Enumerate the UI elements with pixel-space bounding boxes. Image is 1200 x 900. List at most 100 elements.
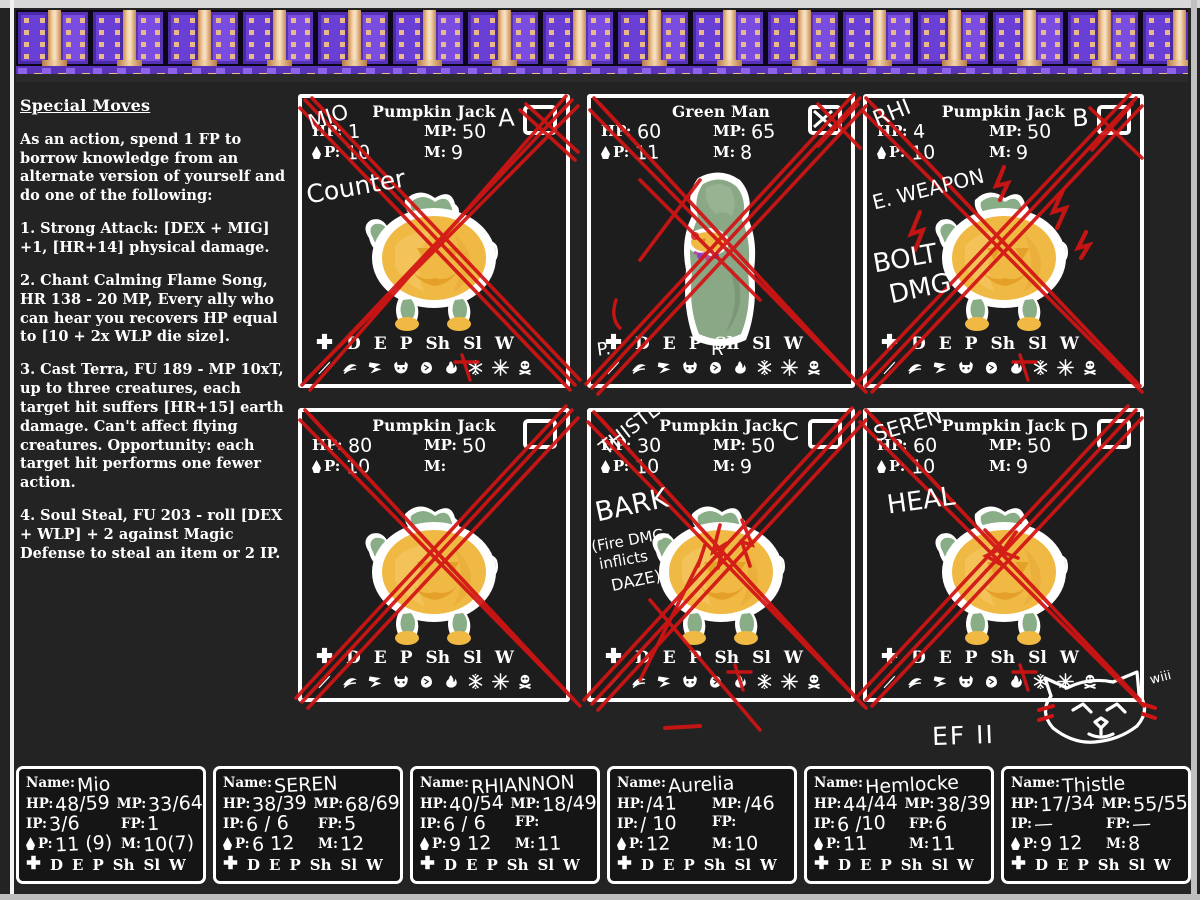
party-m-label: M:	[121, 836, 141, 853]
party-card[interactable]: Name: Hemlocke HP:44/44 MP:38/39 IP:6 /10…	[804, 766, 994, 884]
party-m-label: M:	[318, 836, 338, 853]
enemy-m-value: 9	[450, 141, 465, 165]
enemy-dp-label: P: 10	[601, 455, 713, 479]
bolt-lightning-icon	[367, 673, 384, 690]
party-ip-value: 6 /10	[836, 811, 887, 837]
status-poisoned-label: P	[683, 855, 695, 874]
status-shaken-label: Sh	[425, 648, 451, 668]
party-card[interactable]: Name: RHIANNON HP:40/54 MP:18/49 IP:6 / 6…	[410, 766, 600, 884]
status-dazed-label: D	[635, 648, 650, 668]
party-p-value: 9 12	[448, 831, 492, 857]
party-name-value: Aurelia	[667, 772, 735, 798]
enemy-letter: C	[781, 417, 800, 447]
page-edge-bottom	[0, 894, 1200, 900]
status-enraged-label: E	[269, 855, 281, 874]
enemy-card[interactable]: Pumpkin Jack HP: 80 MP: 50 P: 10 M:	[298, 408, 570, 702]
status-dazed-label: D	[911, 648, 926, 668]
heal-cross-icon	[420, 855, 435, 874]
ef2-doodle-label: EF II	[931, 719, 996, 752]
party-name-label: Name:	[420, 775, 469, 791]
party-mp-value: 55/55	[1132, 791, 1189, 817]
enemy-artwork	[658, 170, 784, 350]
party-m-label: M:	[909, 836, 929, 853]
enemy-mp-value: 50	[1026, 120, 1052, 144]
enemy-artwork	[929, 500, 1079, 648]
party-m-value: 10	[733, 832, 759, 856]
party-ip-value: / 10	[639, 812, 678, 837]
shield-drop-icon	[223, 837, 232, 851]
status-poisoned-label: P	[964, 334, 978, 354]
status-effect-row: D E P Sh Sl W	[881, 647, 1132, 669]
dark-demon-icon	[681, 359, 699, 376]
status-weak-label: W	[494, 334, 514, 354]
status-dazed-label: D	[444, 855, 458, 874]
earth-rock-icon	[707, 359, 724, 376]
party-card[interactable]: Name: Aurelia HP:/41 MP:/46 IP:/ 10 FP: P…	[607, 766, 797, 884]
enemy-card[interactable]: Pumpkin Jack A HP: 1 MP: 50 P: 10 M: 9	[298, 94, 570, 388]
status-shaken-label: Sh	[1097, 855, 1120, 874]
status-shaken-label: Sh	[990, 334, 1016, 354]
enemy-artwork	[359, 186, 509, 334]
party-name-label: Name:	[223, 775, 272, 791]
status-slow-label: Sl	[1028, 648, 1047, 668]
status-weak-label: W	[563, 855, 580, 874]
party-p-label: P:	[1023, 836, 1038, 853]
party-status-row: D E P Sh Sl W	[617, 855, 794, 874]
status-slow-label: Sl	[752, 648, 771, 668]
heal-cross-icon	[617, 855, 632, 874]
party-status-row: D E P Sh Sl W	[420, 855, 597, 874]
status-shaken-label: Sh	[900, 855, 923, 874]
banner-pillar	[316, 10, 391, 82]
banner-pillar	[691, 10, 766, 82]
enemy-card[interactable]: Pumpkin Jack D HP: 60 MP: 50 P: 10 M: 9	[863, 408, 1144, 702]
earth-rock-icon	[983, 359, 1000, 376]
earth-rock-icon	[418, 673, 435, 690]
status-slow-label: Sl	[752, 334, 771, 354]
party-ip-label: IP:	[814, 816, 835, 833]
party-fp-label: FP:	[1106, 816, 1131, 833]
enemy-card[interactable]: Pumpkin Jack C HP: 30 MP: 50 P: 10 M: 9	[587, 408, 855, 702]
enemy-mp-value: 50	[750, 434, 776, 458]
ice-snowflake-icon	[756, 673, 773, 690]
shield-drop-icon	[601, 460, 610, 473]
party-hp-label: HP:	[617, 796, 645, 813]
enemy-artwork	[646, 500, 796, 648]
enemy-hp-value: 60	[912, 434, 938, 458]
status-shaken-label: Sh	[703, 855, 726, 874]
status-weak-label: W	[783, 334, 803, 354]
party-m-value: 10(7)	[142, 831, 195, 857]
party-mp-label: MP:	[313, 796, 344, 813]
status-enraged-label: E	[373, 334, 387, 354]
status-shaken-label: Sh	[425, 334, 451, 354]
enemy-card[interactable]: Pumpkin Jack B HP: 4 MP: 50 P: 10 M: 9	[863, 94, 1144, 388]
status-slow-label: Sl	[463, 334, 482, 354]
shield-drop-icon	[1011, 837, 1020, 851]
enemy-dp-label: P: 11	[601, 141, 713, 165]
party-card[interactable]: Name: Thistle HP:17/34 MP:55/55 IP:— FP:—…	[1001, 766, 1191, 884]
status-poisoned-label: P	[486, 855, 498, 874]
enemy-dp-label: P: 10	[312, 455, 424, 479]
poison-skull-icon	[1082, 359, 1098, 376]
party-card[interactable]: Name: Mio HP:48/59 MP:33/64 IP:3/6 FP:1 P…	[16, 766, 206, 884]
notes-item-2: 2. Chant Calming Flame Song, HR 138 - 20…	[20, 271, 278, 346]
enemy-hp-value: 60	[636, 120, 662, 144]
enemy-stats: HP: 80 MP: 50 P: 10 M:	[312, 434, 566, 479]
status-slow-label: Sl	[734, 855, 752, 874]
enemy-m-value: 9	[1015, 141, 1030, 165]
special-moves-notes: Special Moves As an action, spend 1 FP t…	[20, 96, 292, 578]
enemy-hp-label: HP: 60	[601, 120, 662, 144]
party-hp-label: HP:	[814, 796, 842, 813]
party-card[interactable]: Name: SEREN HP:38/39 MP:68/69 IP:6 / 6 FP…	[213, 766, 403, 884]
enemy-dp-value: 10	[910, 141, 936, 165]
enemy-card[interactable]: Green Man HP: 60 MP: 65 P: 11 M: 8	[587, 94, 855, 388]
party-mp-value: 18/49	[541, 791, 598, 817]
status-weak-label: W	[783, 648, 803, 668]
party-hp-value: 17/34	[1039, 791, 1096, 817]
party-hp-value: 48/59	[54, 791, 111, 817]
happy-dog-face-doodle: wiii	[1037, 670, 1173, 744]
party-p-label: P:	[432, 836, 447, 853]
party-hp-value: /41	[645, 792, 678, 816]
status-weak-label: W	[1059, 648, 1079, 668]
status-weak-label: W	[169, 855, 186, 874]
status-dazed-label: D	[50, 855, 64, 874]
